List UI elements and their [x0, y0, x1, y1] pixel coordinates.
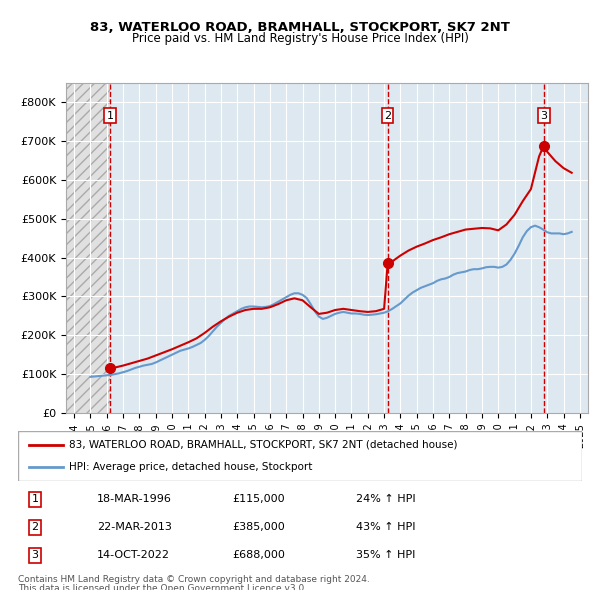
Bar: [66, 83, 110, 413]
Text: £688,000: £688,000: [232, 550, 285, 560]
Text: Contains HM Land Registry data © Crown copyright and database right 2024.: Contains HM Land Registry data © Crown c…: [18, 575, 370, 584]
Text: 35% ↑ HPI: 35% ↑ HPI: [356, 550, 416, 560]
Text: This data is licensed under the Open Government Licence v3.0.: This data is licensed under the Open Gov…: [18, 584, 307, 590]
Text: 83, WATERLOO ROAD, BRAMHALL, STOCKPORT, SK7 2NT (detached house): 83, WATERLOO ROAD, BRAMHALL, STOCKPORT, …: [69, 440, 457, 450]
Text: £385,000: £385,000: [232, 522, 285, 532]
Text: 14-OCT-2022: 14-OCT-2022: [97, 550, 170, 560]
Text: 83, WATERLOO ROAD, BRAMHALL, STOCKPORT, SK7 2NT: 83, WATERLOO ROAD, BRAMHALL, STOCKPORT, …: [90, 21, 510, 34]
Text: 1: 1: [31, 494, 38, 504]
Text: 24% ↑ HPI: 24% ↑ HPI: [356, 494, 416, 504]
Text: 2: 2: [384, 111, 391, 120]
Text: HPI: Average price, detached house, Stockport: HPI: Average price, detached house, Stoc…: [69, 462, 312, 472]
Text: 18-MAR-1996: 18-MAR-1996: [97, 494, 172, 504]
Text: 1: 1: [107, 111, 114, 120]
Text: 43% ↑ HPI: 43% ↑ HPI: [356, 522, 416, 532]
Text: 3: 3: [540, 111, 547, 120]
Text: 3: 3: [31, 550, 38, 560]
Text: 22-MAR-2013: 22-MAR-2013: [97, 522, 172, 532]
Text: 2: 2: [31, 522, 38, 532]
Text: £115,000: £115,000: [232, 494, 285, 504]
FancyBboxPatch shape: [18, 431, 582, 481]
Text: Price paid vs. HM Land Registry's House Price Index (HPI): Price paid vs. HM Land Registry's House …: [131, 32, 469, 45]
